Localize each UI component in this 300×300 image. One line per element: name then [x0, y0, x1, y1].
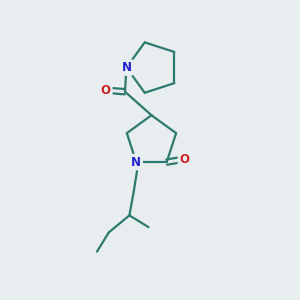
Text: N: N	[122, 61, 131, 74]
Text: O: O	[101, 84, 111, 97]
Text: N: N	[131, 156, 141, 169]
Text: O: O	[179, 153, 189, 166]
